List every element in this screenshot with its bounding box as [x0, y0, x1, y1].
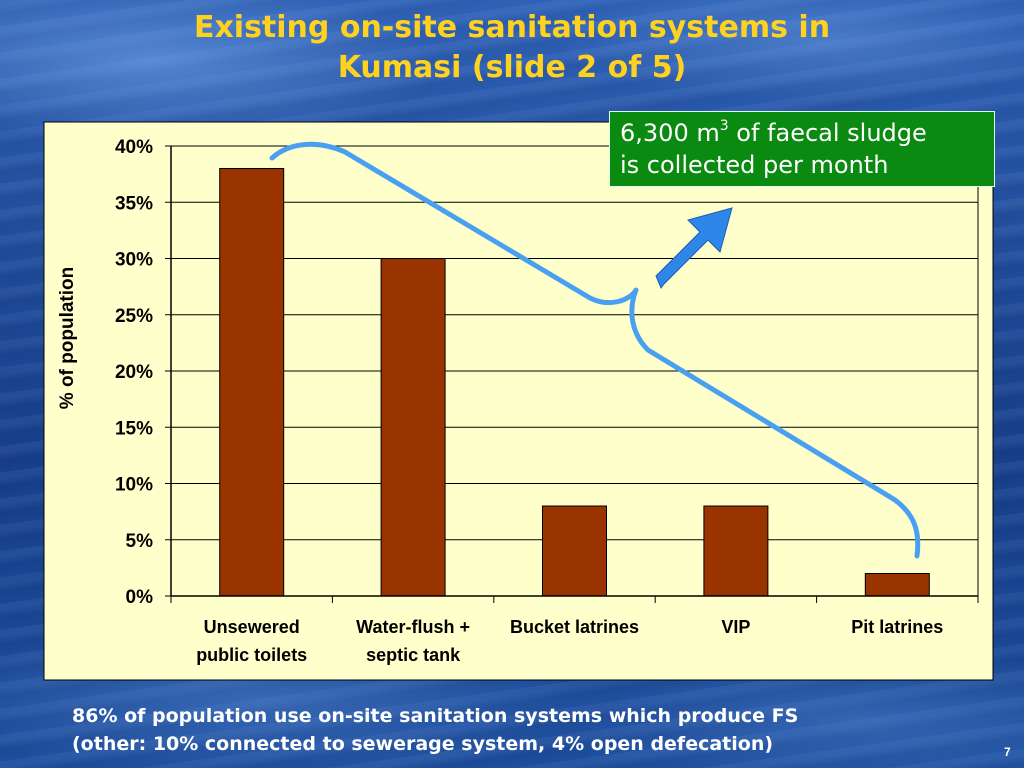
page-number: 7: [1004, 745, 1011, 759]
brace-annotation: [269, 141, 921, 559]
y-tick-label: 10%: [115, 475, 153, 496]
y-tick-label: 0%: [126, 587, 154, 608]
y-axis-label: % of population: [57, 267, 78, 409]
y-tick-label: 15%: [115, 418, 153, 439]
slide-title: Existing on-site sanitation systems in K…: [0, 8, 1024, 88]
footnote-line-1: 86% of population use on-site sanitation…: [72, 705, 799, 727]
bar: [542, 505, 607, 597]
x-tick-label: public toilets: [196, 645, 307, 665]
footnote: 86% of population use on-site sanitation…: [72, 702, 972, 758]
bar: [380, 258, 446, 597]
callout-line-1: 6,300 m3 of faecal sludge: [620, 117, 984, 149]
y-tick-label: 35%: [115, 193, 153, 214]
bar: [864, 573, 930, 597]
y-tick-label: 25%: [115, 306, 153, 327]
chart-area: [43, 121, 994, 681]
y-tick-label: 20%: [115, 362, 153, 383]
slide-title-line-2: Kumasi (slide 2 of 5): [337, 50, 687, 85]
callout-text-pre: 6,300 m: [620, 119, 720, 147]
x-tick-label: Unsewered: [204, 617, 300, 637]
y-tick-label: 5%: [126, 531, 154, 552]
axes: [165, 145, 979, 603]
bar: [219, 168, 285, 597]
x-tick-label: septic tank: [366, 645, 461, 665]
arrow-icon: [655, 207, 733, 289]
callout-box: 6,300 m3 of faecal sludge is collected p…: [609, 111, 995, 187]
slide-title-line-1: Existing on-site sanitation systems in: [193, 10, 831, 45]
bars: [219, 168, 930, 597]
footnote-line-2: (other: 10% connected to sewerage system…: [72, 733, 774, 755]
y-tick-label: 30%: [115, 250, 153, 271]
x-tick-label: Pit latrines: [851, 617, 943, 637]
callout-text-post: of faecal sludge: [728, 119, 927, 147]
callout-line-2: is collected per month: [620, 151, 889, 179]
x-tick-label: Bucket latrines: [510, 617, 639, 637]
x-tick-label: Water-flush +: [356, 617, 470, 637]
x-tick-label: VIP: [721, 617, 750, 637]
bar: [703, 505, 769, 597]
tick-labels: 0% 5% 10% 15% 20% 25% 30% 35% 40% Unsewered public…: [115, 137, 943, 665]
callout-superscript: 3: [719, 118, 729, 134]
y-tick-label: 40%: [115, 137, 153, 158]
